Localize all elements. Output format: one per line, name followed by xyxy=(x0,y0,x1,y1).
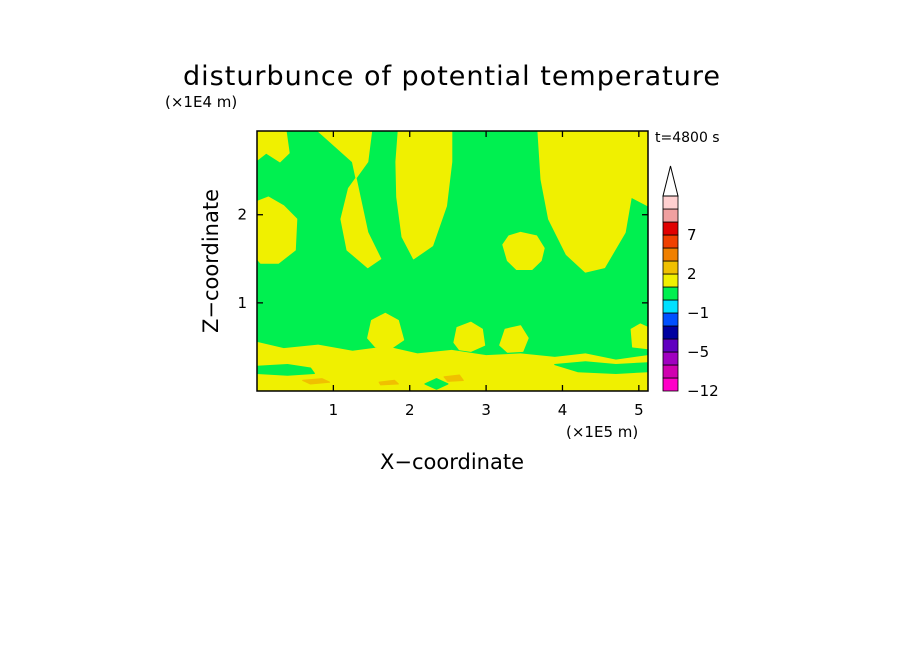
contour-region-7 xyxy=(367,312,405,350)
x-axis: 1 2 3 4 5 xyxy=(329,131,644,419)
colorbar-label: 7 xyxy=(687,226,697,244)
colorbar-swatch xyxy=(662,377,679,392)
colorbar-swatch xyxy=(662,364,679,379)
colorbar-swatch xyxy=(662,286,679,301)
colorbar-swatch xyxy=(662,312,679,327)
colorbar-swatch xyxy=(662,299,679,314)
colorbar-label: −5 xyxy=(687,343,709,361)
x-axis-label: X−coordinate xyxy=(380,450,524,474)
colorbar-swatch xyxy=(662,247,679,262)
colorbar-swatch xyxy=(662,208,679,223)
x-tick-label: 3 xyxy=(481,401,491,419)
colorbar-overflow-arrow xyxy=(662,165,679,197)
contour-region-17 xyxy=(378,379,399,386)
x-tick-label: 4 xyxy=(558,401,568,419)
x-tick-label: 2 xyxy=(405,401,415,419)
colorbar-swatch xyxy=(662,351,679,366)
contour-region-2 xyxy=(257,196,298,264)
contour-region-9 xyxy=(499,325,529,353)
y-tick-label: 2 xyxy=(237,206,247,224)
x-unit-label: (×1E5 m) xyxy=(566,423,638,441)
colorbar-label: −1 xyxy=(687,304,709,322)
time-label: t=4800 s xyxy=(655,130,720,146)
contour-region-4 xyxy=(395,131,453,260)
y-axis-label: Z−coordinate xyxy=(199,189,223,333)
contour-region-16 xyxy=(443,374,464,382)
colorbar-swatch xyxy=(662,260,679,275)
colorbar-swatch xyxy=(662,234,679,249)
x-tick-label: 1 xyxy=(329,401,339,419)
contour-region-14 xyxy=(424,378,449,390)
contour-region-6 xyxy=(537,131,648,273)
contour-region-8 xyxy=(453,321,486,352)
contour-region-10 xyxy=(630,323,648,350)
y-tick-label: 1 xyxy=(237,294,247,312)
colorbar-swatch xyxy=(662,195,679,210)
contour-region-12 xyxy=(257,364,315,376)
chart-title: disturbunce of potential temperature xyxy=(183,61,721,92)
colorbar-label: 2 xyxy=(687,265,697,283)
contour-region-1 xyxy=(257,131,290,163)
colorbar-swatch xyxy=(662,338,679,353)
colorbar-swatch xyxy=(662,273,679,288)
contour-plot-area xyxy=(257,131,648,391)
plot-frame xyxy=(256,130,649,392)
colorbar-label: −12 xyxy=(687,382,719,400)
contour-region-11 xyxy=(257,341,648,391)
contour-region-15 xyxy=(302,378,331,385)
x-tick-label: 5 xyxy=(634,401,644,419)
contour-region-5 xyxy=(502,231,545,270)
colorbar: −12−5−127 xyxy=(662,165,719,400)
contour-region-3 xyxy=(317,131,382,269)
colorbar-swatch xyxy=(662,325,679,340)
colorbar-swatch xyxy=(662,221,679,236)
y-axis: 12 xyxy=(237,206,648,312)
y-unit-label: (×1E4 m) xyxy=(165,93,237,111)
contour-region-13 xyxy=(554,361,648,374)
